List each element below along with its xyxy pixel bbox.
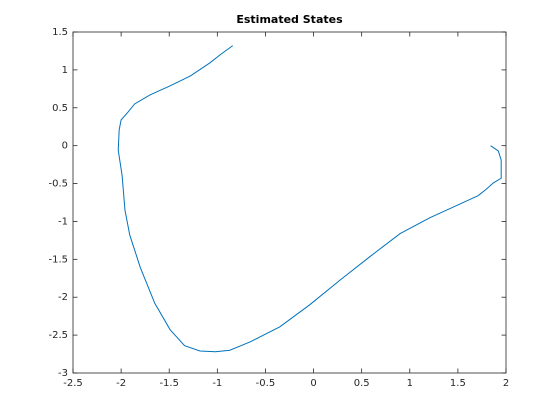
x-tick-label: 0	[310, 378, 316, 389]
y-tick-label: -0.5	[48, 179, 68, 190]
data-line	[117, 45, 502, 353]
x-tick-label: -0.5	[256, 378, 276, 389]
y-tick-label: -1.5	[48, 254, 68, 265]
x-tick-label: -2.5	[63, 378, 83, 389]
x-tick-label: -1.5	[159, 378, 179, 389]
x-tick-label: 1	[407, 378, 413, 389]
x-tick-label: -1	[212, 378, 222, 389]
y-tick-label: -1	[58, 216, 68, 227]
y-tick-label: 1	[62, 65, 68, 76]
x-tick-label: 0.5	[354, 378, 370, 389]
y-tick-label: 0.5	[52, 103, 68, 114]
x-tick-label: 1.5	[450, 378, 466, 389]
x-tick-label: -2	[116, 378, 126, 389]
x-tick-label: 2	[503, 378, 509, 389]
y-tick-label: -2	[58, 292, 68, 303]
y-tick-label: -2.5	[48, 330, 68, 341]
y-tick-label: 1.5	[52, 27, 68, 38]
y-tick-label: 0	[62, 141, 68, 152]
y-tick-label: -3	[58, 368, 68, 379]
chart-title: Estimated States	[236, 13, 343, 26]
axes-box	[72, 31, 507, 374]
